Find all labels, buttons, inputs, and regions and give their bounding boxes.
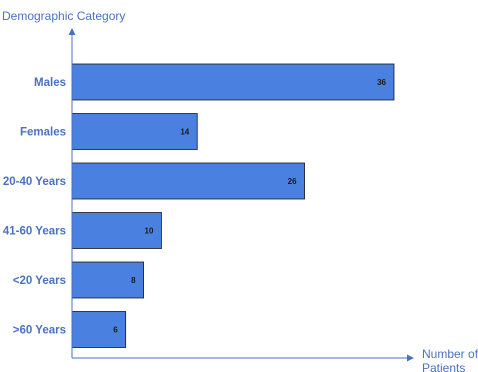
bar-5: [71, 311, 127, 348]
category-label-2: 20-40 Years: [3, 176, 66, 188]
value-label-5: 6: [113, 326, 118, 335]
y-axis-arrow: [68, 28, 76, 35]
value-label-2: 26: [288, 177, 297, 186]
value-label-1: 14: [180, 128, 189, 137]
bar-0: [71, 63, 395, 101]
bars-group: [71, 63, 395, 348]
value-label-4: 8: [131, 276, 136, 285]
y-axis-title: Demographic Category: [2, 9, 125, 23]
bar-3: [71, 212, 162, 249]
category-label-3: 41-60 Years: [3, 226, 66, 238]
x-axis-arrow: [407, 354, 414, 362]
bar-4: [71, 261, 144, 299]
category-labels: Males Females 20-40 Years 41-60 Years <20 Ye…: [3, 77, 66, 337]
category-label-1: Females: [20, 127, 66, 139]
category-label-0: Males: [34, 77, 66, 89]
x-axis-title: Number of Patients: [422, 347, 478, 372]
category-label-5: >60 Years: [13, 325, 66, 337]
value-label-0: 36: [377, 78, 386, 87]
value-labels: 36 14 26 10 8 6: [113, 78, 386, 335]
value-label-3: 10: [145, 227, 154, 236]
bar-2: [71, 162, 305, 200]
bar-1: [71, 113, 198, 150]
category-label-4: <20 Years: [13, 275, 66, 287]
